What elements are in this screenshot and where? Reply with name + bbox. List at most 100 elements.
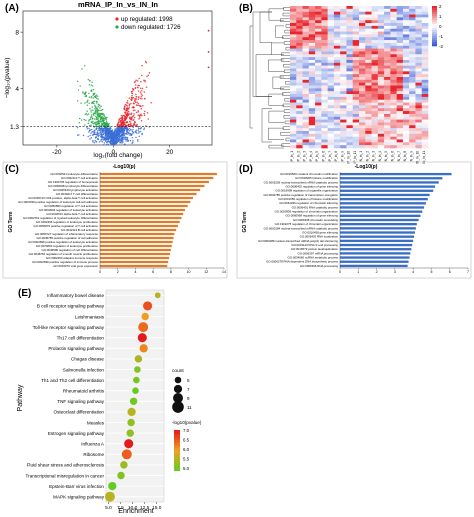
heatmap-cell [290, 142, 297, 146]
heatmap-cell [390, 11, 397, 15]
heatmap-cell [296, 25, 303, 30]
volcano-point [96, 132, 98, 135]
volcano-point [126, 136, 129, 139]
heatmap-cell [421, 6, 429, 10]
volcano-point [84, 124, 86, 126]
heatmap-cell [290, 71, 297, 75]
count-legend-label: 9 [187, 396, 190, 401]
heatmap-column-label: IN_In_2 [365, 151, 369, 162]
heatmap-cell [371, 28, 379, 32]
heatmap-cell [302, 142, 310, 146]
heatmap-cell [333, 111, 341, 115]
volcano-point [81, 68, 83, 70]
heatmap-cell [327, 68, 335, 72]
heatmap-cell [308, 77, 316, 81]
volcano-point [118, 127, 121, 130]
volcano-point [90, 89, 92, 92]
go-d-title: -Log10(p) [355, 164, 378, 170]
heatmap-cell [333, 122, 341, 126]
heatmap-cell [333, 77, 341, 81]
heatmap-column-label: IN_In_10 [416, 151, 420, 164]
heatmap-cell [333, 116, 341, 120]
heatmap-cell [365, 108, 372, 112]
volcano-point [124, 136, 127, 139]
heatmap-cell [415, 122, 423, 126]
heatmap-cell [371, 14, 379, 18]
volcano-point [98, 120, 101, 123]
volcano-point [137, 111, 139, 113]
heatmap-cell [409, 142, 416, 146]
heatmap-cell [346, 74, 354, 78]
heatmap-cell [302, 68, 310, 72]
heatmap-cell [396, 116, 404, 120]
heatmap-cell [409, 94, 416, 98]
volcano-point [123, 107, 125, 110]
heatmap-cell [333, 102, 341, 106]
heatmap-cell [396, 68, 404, 72]
kegg-bubble [154, 292, 161, 299]
heatmap-cell [296, 40, 303, 44]
go-bar [100, 208, 186, 212]
heatmap-cell [290, 79, 297, 83]
heatmap-cell [371, 79, 379, 83]
heatmap-cell [315, 77, 322, 81]
heatmap-cell [308, 6, 316, 10]
heatmap-cell [296, 62, 303, 66]
heatmap-cell [315, 28, 322, 32]
volcano-point [146, 75, 148, 78]
volcano-point [150, 102, 152, 104]
heatmap-cell [302, 108, 310, 112]
heatmap-cell [308, 23, 316, 27]
heatmap-cell [359, 6, 366, 10]
heatmap-cell [321, 59, 328, 64]
heatmap-cell [421, 14, 429, 18]
kegg-pathway-label: Prolactin signaling pathway [48, 346, 104, 351]
heatmap-cell [384, 71, 391, 75]
volcano-point [106, 140, 109, 143]
kegg-bubble [143, 301, 153, 311]
heatmap-cell [371, 116, 379, 120]
heatmap-cell [409, 88, 416, 92]
pvalue-legend-swatch [174, 457, 180, 460]
kegg-pathway-label: Rheumatoid arthritis [63, 389, 105, 394]
heatmap-cell [421, 145, 429, 149]
heatmap-scale-swatch [432, 36, 437, 39]
volcano-point [127, 140, 129, 142]
heatmap-cell [371, 34, 379, 38]
heatmap-cell [296, 17, 303, 21]
heatmap-cell [365, 40, 372, 44]
volcano-point [90, 128, 93, 131]
volcano-point [126, 109, 128, 112]
pvalue-legend-title: -log10(pvalue) [172, 420, 202, 425]
heatmap-cell [333, 74, 341, 78]
heatmap-cell [390, 111, 397, 115]
volcano-point [122, 135, 124, 138]
heatmap-cell [333, 37, 341, 41]
heatmap-cell [415, 45, 423, 49]
heatmap-cell [340, 11, 347, 15]
heatmap-cell [321, 111, 328, 115]
heatmap-cell [384, 74, 391, 78]
heatmap-cell [359, 105, 366, 109]
heatmap-cell [346, 77, 354, 81]
heatmap-cell [327, 59, 335, 64]
heatmap-cell [384, 139, 391, 143]
heatmap-cell [296, 79, 303, 83]
kegg-bubble [126, 429, 134, 437]
heatmap-cell [396, 20, 404, 24]
volcano-point [137, 114, 139, 116]
volcano-point [120, 141, 122, 143]
volcano-point [139, 117, 141, 119]
volcano-point [144, 110, 146, 113]
pvalue-legend-swatch [174, 447, 180, 449]
heatmap-cell [415, 77, 423, 81]
heatmap-cell [384, 119, 391, 123]
heatmap-cell [421, 142, 429, 146]
heatmap-cell [302, 105, 310, 109]
heatmap-cell [384, 48, 391, 52]
heatmap-cell [327, 25, 335, 30]
pvalue-legend-label: 5.0 [183, 466, 190, 471]
heatmap-cell [340, 34, 347, 38]
heatmap-cell [346, 85, 354, 89]
heatmap-cell [321, 8, 328, 12]
